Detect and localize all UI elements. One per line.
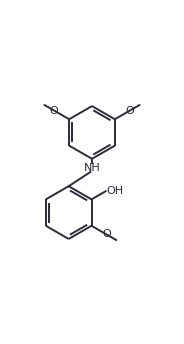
Text: O: O	[102, 229, 111, 239]
Text: NH: NH	[84, 163, 100, 173]
Text: OH: OH	[107, 186, 124, 196]
Text: O: O	[125, 106, 134, 116]
Text: O: O	[50, 106, 59, 116]
